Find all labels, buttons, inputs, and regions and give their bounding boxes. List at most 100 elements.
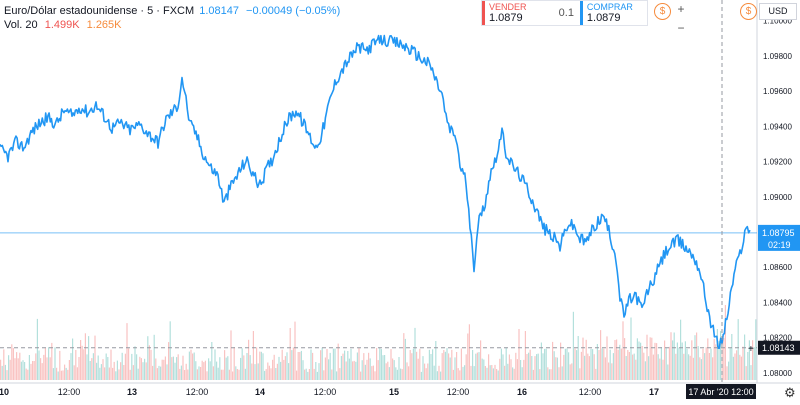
- volume-bar: [89, 361, 91, 380]
- volume-bar: [161, 359, 163, 380]
- volume-bar: [478, 352, 480, 380]
- volume-bar: [555, 357, 557, 380]
- x-tick-label: 12:00: [58, 387, 81, 397]
- volume-bar: [67, 369, 69, 380]
- volume-bar: [334, 348, 336, 380]
- alert-icon[interactable]: $: [654, 3, 671, 20]
- volume-bar: [576, 350, 578, 380]
- volume-bar: [147, 336, 149, 380]
- volume-bar: [214, 349, 216, 380]
- volume-bar: [529, 349, 531, 380]
- volume-bar: [172, 356, 174, 380]
- symbol-title: Euro/Dólar estadounidense · 5 · FXCM: [4, 5, 195, 17]
- volume-bar: [9, 359, 11, 380]
- volume-bar: [731, 334, 733, 380]
- volume-bar: [745, 366, 747, 380]
- volume-bar: [152, 365, 154, 380]
- y-tick-label: 1.09200: [763, 158, 792, 167]
- sell-price: 1.0879: [489, 12, 523, 24]
- volume-bar: [267, 362, 269, 380]
- zoom-in-button[interactable]: +: [677, 2, 685, 16]
- volume-bar: [592, 349, 594, 380]
- crosshair-price-label: 1.08143: [762, 343, 795, 353]
- volume-label: Vol. 20: [4, 19, 38, 31]
- last-price-tag-label: 1.08795: [762, 228, 795, 238]
- volume-bar: [174, 362, 176, 380]
- volume-bar: [595, 368, 597, 380]
- volume-bar: [81, 345, 83, 380]
- volume-bar: [438, 365, 440, 380]
- volume-bar: [574, 348, 576, 380]
- volume-bar: [553, 351, 555, 380]
- volume-bar: [240, 357, 242, 380]
- volume-bar: [552, 341, 554, 380]
- volume-bar: [720, 331, 722, 380]
- volume-bar: [33, 361, 35, 380]
- volume-bar: [616, 339, 618, 380]
- volume-bar: [624, 338, 626, 380]
- volume-bar: [430, 354, 432, 380]
- volume-bar: [468, 324, 470, 380]
- zoom-out-button[interactable]: −: [677, 21, 685, 35]
- volume-bar: [24, 362, 26, 380]
- currency-selector[interactable]: USD: [759, 3, 797, 20]
- volume-bar: [200, 367, 202, 380]
- volume-bar: [323, 370, 325, 380]
- sell-button[interactable]: VENDER 1.0879: [482, 1, 553, 25]
- volume-bar: [598, 350, 600, 380]
- volume-bar: [113, 361, 115, 380]
- volume-bar: [382, 355, 384, 380]
- gear-icon[interactable]: ⚙: [784, 385, 796, 400]
- volume-bar: [577, 336, 579, 380]
- volume-bar: [297, 352, 299, 380]
- volume-bar: [723, 338, 725, 380]
- volume-bar: [608, 362, 610, 380]
- volume-bar: [350, 348, 352, 380]
- buy-label: COMPRAR: [586, 2, 633, 12]
- volume-bar: [657, 354, 659, 380]
- volume-bar: [121, 352, 123, 380]
- volume-bar: [212, 366, 214, 380]
- alert-icon-2[interactable]: $: [740, 3, 757, 20]
- volume-bar: [712, 357, 714, 380]
- volume-bar: [732, 356, 734, 380]
- volume-bar: [460, 348, 462, 380]
- volume-bar: [440, 371, 442, 380]
- volume-bar: [268, 365, 270, 380]
- volume-bar: [235, 366, 237, 380]
- volume-bar: [364, 364, 366, 380]
- volume-bar: [456, 352, 458, 380]
- volume-bar: [3, 349, 5, 380]
- volume-bar: [246, 353, 248, 380]
- volume-bar: [368, 352, 370, 380]
- volume-bar: [659, 358, 661, 380]
- volume-bar: [369, 358, 371, 380]
- x-tick-label: 12:00: [186, 387, 209, 397]
- volume-bar: [60, 370, 62, 380]
- zoom-controls: + −: [672, 0, 690, 38]
- volume-bar: [606, 336, 608, 380]
- volume-bar: [548, 369, 550, 380]
- volume-bar: [622, 321, 624, 380]
- volume-bar: [540, 342, 542, 380]
- volume-bar: [342, 353, 344, 380]
- volume-bar: [75, 350, 77, 380]
- volume-bar: [625, 356, 627, 380]
- volume-bar: [644, 361, 646, 380]
- volume-bar: [137, 368, 139, 380]
- volume-bar: [96, 362, 98, 380]
- volume-bar: [140, 358, 142, 380]
- volume-bar: [244, 368, 246, 380]
- volume-bar: [142, 362, 144, 380]
- volume-bar: [332, 348, 334, 380]
- volume-bar: [534, 356, 536, 380]
- buy-button[interactable]: COMPRAR 1.0879: [579, 1, 647, 25]
- volume-bar: [70, 353, 72, 380]
- volume-bar: [355, 361, 357, 380]
- volume-bar: [504, 365, 506, 380]
- volume-bar: [564, 348, 566, 380]
- volume-bar: [579, 368, 581, 380]
- volume-bar: [86, 354, 88, 380]
- volume-bar: [451, 349, 453, 380]
